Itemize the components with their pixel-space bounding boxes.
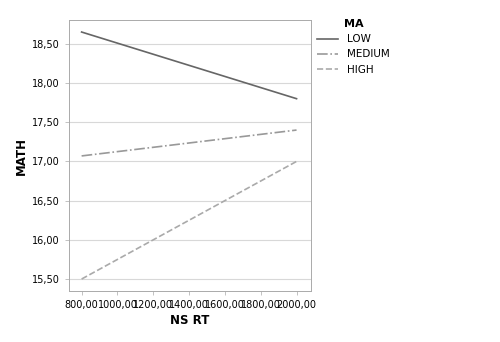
Y-axis label: MATH: MATH bbox=[15, 136, 28, 174]
X-axis label: NS RT: NS RT bbox=[170, 314, 209, 327]
Legend: LOW, MEDIUM, HIGH: LOW, MEDIUM, HIGH bbox=[314, 15, 394, 79]
